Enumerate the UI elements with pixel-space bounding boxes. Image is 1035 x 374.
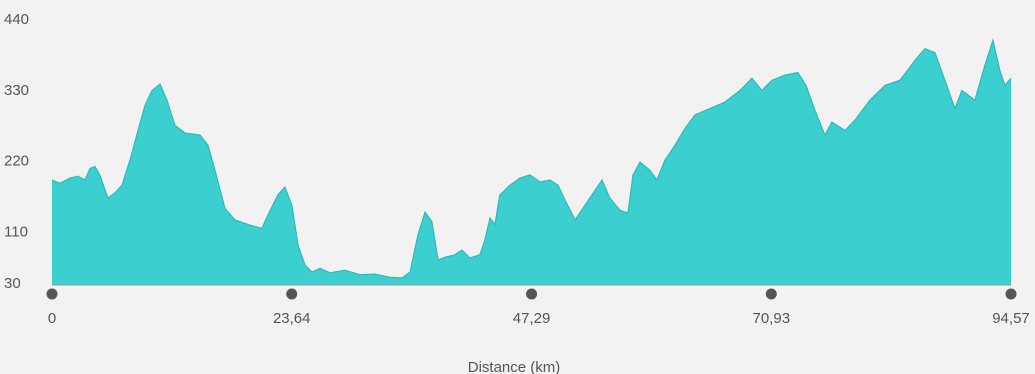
x-tick-dot bbox=[46, 288, 58, 300]
x-axis-label: Distance (km) bbox=[468, 359, 561, 374]
x-tick-label: 0 bbox=[48, 310, 56, 327]
x-tick-label: 70,93 bbox=[753, 310, 791, 327]
x-tick-label: 94,57 bbox=[992, 310, 1030, 327]
x-tick-label: 47,29 bbox=[513, 310, 551, 327]
y-tick-label: 330 bbox=[4, 82, 29, 99]
x-tick-label: 23,64 bbox=[273, 310, 311, 327]
elevation-area bbox=[52, 40, 1011, 285]
x-tick-dot bbox=[765, 288, 777, 300]
x-tick-dot bbox=[286, 288, 298, 300]
elevation-line bbox=[51, 38, 1012, 279]
y-tick-label: 110 bbox=[4, 223, 28, 240]
y-tick-label: 220 bbox=[4, 153, 29, 170]
y-tick-label: 440 bbox=[4, 11, 29, 28]
x-tick-dot bbox=[526, 288, 538, 300]
y-tick-label: 30 bbox=[4, 275, 21, 292]
x-tick-dot bbox=[1005, 288, 1017, 300]
